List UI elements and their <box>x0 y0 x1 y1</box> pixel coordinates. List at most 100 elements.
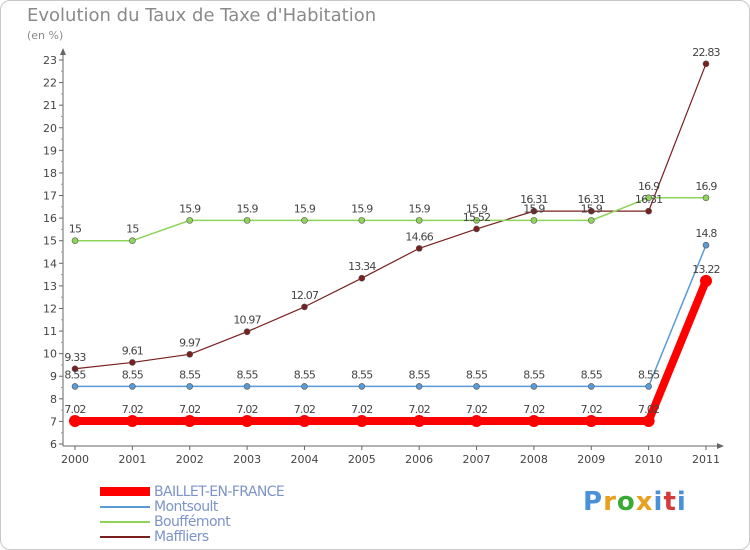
x-tick-label: 2005 <box>348 453 376 466</box>
data-label: 9.97 <box>179 336 201 349</box>
y-tick-label: 18 <box>43 167 57 180</box>
data-point <box>645 194 652 202</box>
data-label: 8.55 <box>638 368 660 381</box>
legend-swatch <box>100 505 150 508</box>
y-tick-label: 22 <box>43 77 57 90</box>
logo-letter: o <box>616 487 636 517</box>
data-label: 15.9 <box>581 202 603 215</box>
y-tick-label: 9 <box>50 370 57 383</box>
data-label: 8.55 <box>351 368 373 381</box>
legend-label: BAILLET-EN-FRANCE <box>154 483 285 500</box>
data-point <box>527 414 540 427</box>
data-point <box>473 383 480 390</box>
legend-swatch <box>100 535 150 538</box>
data-point <box>301 303 308 311</box>
y-tick-label: 15 <box>43 235 57 248</box>
data-point <box>530 217 538 224</box>
data-label: 15.9 <box>236 202 258 215</box>
x-tick-label: 2006 <box>405 453 433 466</box>
data-label: 8.55 <box>581 368 603 381</box>
legend-swatch <box>100 520 150 523</box>
data-label: 13.22 <box>692 263 720 276</box>
data-label: 15.52 <box>463 211 491 224</box>
data-point <box>473 225 480 233</box>
chart-title: Evolution du Taux de Taxe d'Habitation <box>27 5 377 26</box>
series-line-2 <box>74 197 707 242</box>
data-point <box>358 274 366 282</box>
y-tick-label: 6 <box>50 438 57 451</box>
chart-subtitle: (en %) <box>27 29 64 42</box>
data-label: 15.9 <box>294 202 316 215</box>
data-point <box>700 274 712 287</box>
data-point <box>530 207 538 215</box>
data-point <box>358 217 366 224</box>
data-point <box>186 351 194 358</box>
data-label: 15.9 <box>351 202 373 215</box>
data-label: 8.55 <box>523 368 545 381</box>
data-point <box>415 217 423 224</box>
data-point <box>585 414 598 427</box>
legend-label: Bouffémont <box>154 513 231 530</box>
x-tick-label: 2010 <box>635 453 663 466</box>
logo-letter: i <box>676 487 687 517</box>
data-label: 22.83 <box>692 46 720 59</box>
data-label: 7.02 <box>236 403 257 416</box>
data-point <box>298 414 311 427</box>
data-label: 7.02 <box>179 403 200 416</box>
data-point <box>358 383 366 390</box>
x-axis-arrow <box>717 443 724 449</box>
data-point <box>243 217 251 224</box>
data-label: 7.02 <box>351 403 372 416</box>
data-label: 7.02 <box>581 403 602 416</box>
chart-legend: BAILLET-EN-FRANCE Montsoult Bouffémont M… <box>100 483 285 545</box>
data-label: 12.07 <box>291 289 319 302</box>
data-point <box>186 383 194 390</box>
data-point <box>415 383 423 390</box>
y-tick-label: 14 <box>43 257 57 270</box>
data-point <box>129 383 136 390</box>
y-tick-label: 19 <box>43 144 57 157</box>
data-label: 8.55 <box>294 368 316 381</box>
logo-letter: r <box>603 487 617 517</box>
data-point <box>413 414 426 427</box>
y-tick-label: 12 <box>43 302 57 315</box>
x-tick-label: 2001 <box>118 453 146 466</box>
x-tick-label: 2000 <box>61 453 89 466</box>
y-tick-label: 16 <box>43 212 57 225</box>
data-point <box>530 383 538 390</box>
data-point <box>71 383 79 390</box>
y-tick-label: 21 <box>43 99 57 112</box>
logo-letter: i <box>653 487 664 517</box>
data-point <box>702 241 710 249</box>
data-label: 15.9 <box>409 202 431 215</box>
data-label: 8.55 <box>64 368 86 381</box>
data-point <box>129 237 136 245</box>
data-label: 9.33 <box>64 351 86 364</box>
x-tick-label: 2011 <box>692 453 720 466</box>
data-label: 7.02 <box>409 403 430 416</box>
data-label: 14.8 <box>695 227 717 240</box>
data-point <box>301 383 308 390</box>
data-label: 16.9 <box>638 180 660 193</box>
data-label: 15.9 <box>466 202 488 215</box>
data-point <box>355 414 368 427</box>
logo-letter: t <box>663 487 677 517</box>
x-tick-label: 2002 <box>176 453 204 466</box>
y-tick-label: 17 <box>43 190 57 203</box>
data-label: 13.34 <box>348 260 376 273</box>
data-point <box>642 414 655 427</box>
data-point <box>470 414 483 427</box>
data-label: 8.55 <box>409 368 431 381</box>
series-line-3 <box>74 63 707 370</box>
data-point <box>301 217 308 224</box>
legend-item-baillet: BAILLET-EN-FRANCE <box>100 483 285 500</box>
y-tick-label: 13 <box>43 280 57 293</box>
data-label: 7.02 <box>523 403 544 416</box>
y-tick-label: 7 <box>50 415 57 428</box>
data-label: 7.02 <box>122 403 143 416</box>
data-point <box>702 60 710 68</box>
logo-letter: P <box>583 487 604 517</box>
data-point <box>71 365 79 373</box>
x-tick-label: 2003 <box>233 453 261 466</box>
